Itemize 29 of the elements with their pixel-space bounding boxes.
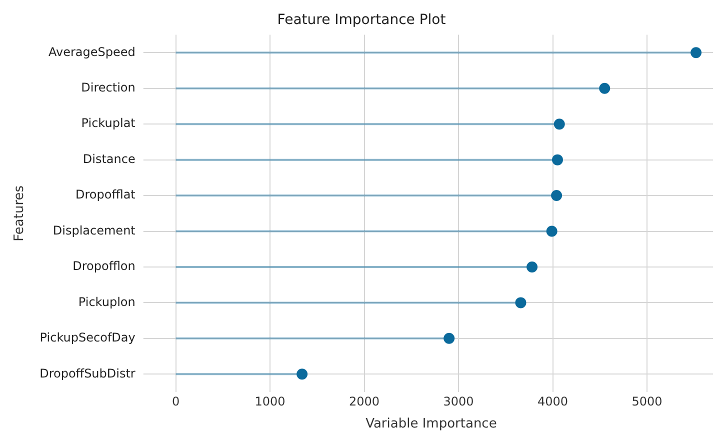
point (599, 82, 610, 94)
x-axis-title: Variable Importance (366, 416, 497, 432)
point (690, 47, 702, 58)
y-tick-label: DropoffSubDistr (40, 366, 136, 380)
y-tick-label: Pickuplat (81, 116, 136, 130)
x-tick-label: 0 (172, 394, 180, 408)
y-axis-title: Features (12, 185, 28, 242)
y-tick-label: AverageSpeed (48, 44, 136, 59)
y-tick-label: Dropofflat (76, 188, 136, 202)
point (551, 190, 562, 202)
y-tick-label: Dropofflon (72, 259, 136, 274)
point (552, 154, 563, 166)
point (554, 118, 565, 130)
chart-title: Feature Importance Plot (277, 12, 446, 28)
y-tick-label: Displacement (52, 223, 136, 238)
x-tick-label: 5000 (632, 394, 662, 408)
point (515, 297, 526, 308)
x-tick-label: 3000 (443, 394, 474, 408)
x-tick-label: 2000 (349, 394, 380, 408)
point (526, 261, 538, 272)
y-tick-label: Pickuplon (78, 294, 136, 309)
point (444, 332, 455, 344)
y-tick-label: PickupSecofDay (40, 330, 136, 345)
x-tick-label: 1000 (254, 394, 286, 408)
point (296, 368, 308, 380)
y-tick-label: Distance (82, 152, 136, 166)
point (546, 226, 558, 237)
y-tick-label: Direction (81, 80, 136, 95)
x-tick-label: 4000 (538, 394, 568, 408)
